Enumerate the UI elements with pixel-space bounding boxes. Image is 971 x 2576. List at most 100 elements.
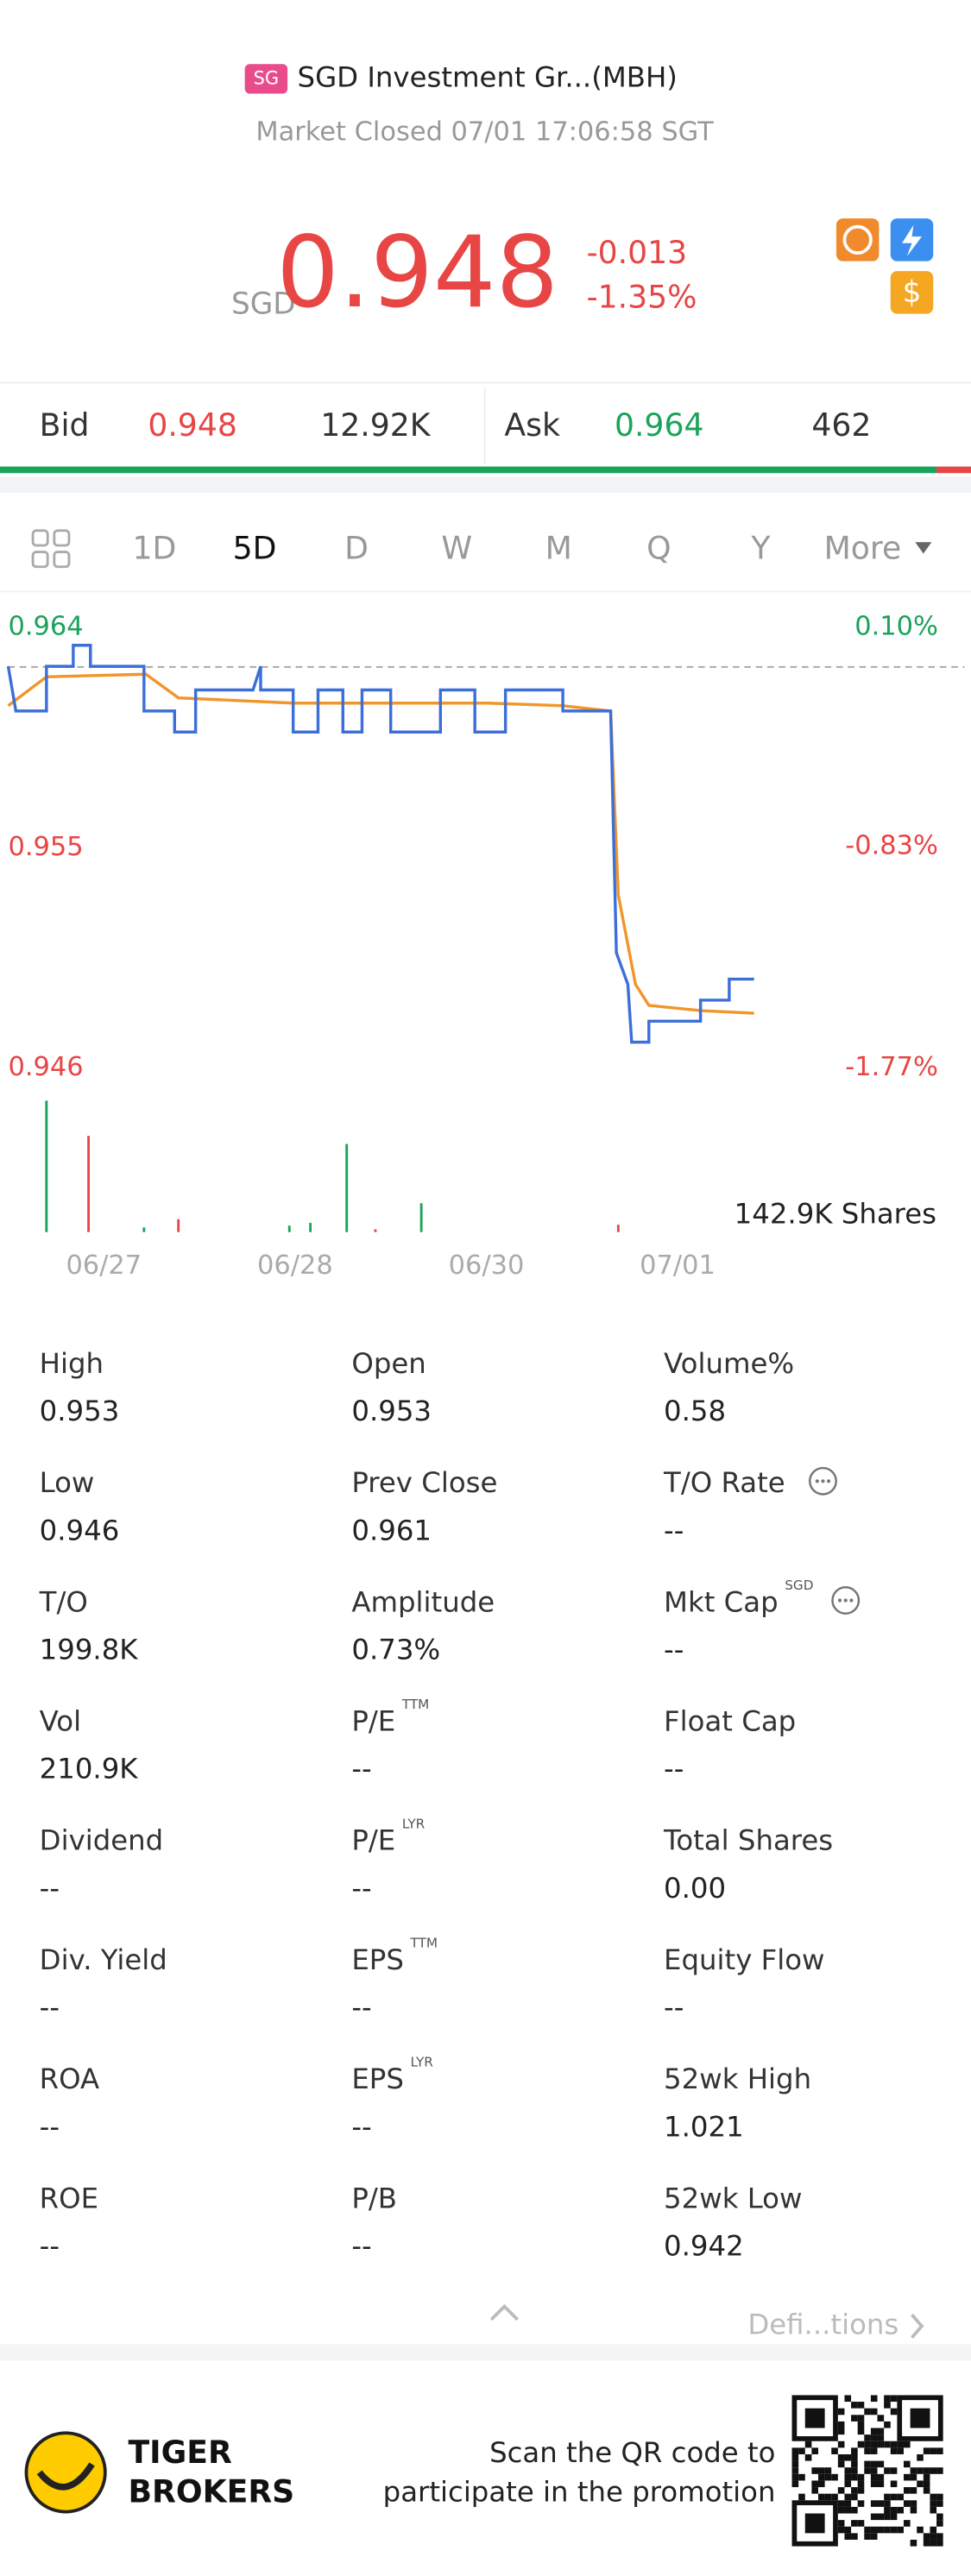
tab[interactable]: D bbox=[344, 530, 369, 567]
stat-value: 0.942 bbox=[664, 2230, 744, 2263]
tab[interactable]: 5D bbox=[233, 530, 277, 567]
stat-value: -- bbox=[40, 1991, 60, 2024]
qr-cell bbox=[884, 2467, 891, 2474]
collapse[interactable] bbox=[489, 2303, 519, 2321]
qr-cell bbox=[917, 2467, 924, 2474]
qr-cell bbox=[798, 2473, 805, 2481]
qr-cell bbox=[844, 2506, 852, 2514]
tab[interactable]: M bbox=[545, 530, 572, 567]
qr-cell bbox=[870, 2395, 878, 2403]
qr-cell bbox=[870, 2434, 878, 2441]
qr-cell bbox=[791, 2460, 799, 2468]
layout-icon[interactable] bbox=[31, 529, 71, 569]
qr-cell bbox=[910, 2500, 917, 2507]
qr-cell bbox=[844, 2395, 852, 2403]
qr-cell bbox=[864, 2467, 871, 2474]
change: -0.013 bbox=[587, 234, 688, 271]
qr-cell bbox=[910, 2473, 917, 2481]
qr-cell bbox=[864, 2408, 871, 2415]
y-tick-label: 0.946 bbox=[9, 1052, 84, 1082]
qr-cell bbox=[923, 2447, 930, 2454]
qr-cell bbox=[857, 2428, 865, 2435]
qr-finder bbox=[910, 2408, 930, 2428]
stat-sup: TTM bbox=[401, 1697, 429, 1712]
stat-label: Equity Flow bbox=[664, 1943, 824, 1976]
info-icon[interactable] bbox=[831, 1586, 861, 1615]
promo: participate in the promotion bbox=[383, 2476, 776, 2509]
volume-bar bbox=[309, 1223, 312, 1232]
qr-code[interactable] bbox=[791, 2395, 943, 2547]
qr-cell bbox=[844, 2500, 852, 2507]
stat-label: 52wk High bbox=[664, 2063, 811, 2095]
tab[interactable]: Y bbox=[750, 530, 771, 567]
qr-cell bbox=[930, 2493, 937, 2501]
icon-glyph bbox=[842, 224, 873, 255]
stat-label: Total Shares bbox=[663, 1824, 833, 1857]
bid-label: Bid bbox=[40, 406, 90, 444]
stat-value: -- bbox=[664, 1633, 684, 1666]
qr-cell bbox=[870, 2513, 878, 2521]
tab[interactable]: 1D bbox=[133, 530, 177, 567]
qr-cell bbox=[870, 2428, 878, 2435]
qr-cell bbox=[903, 2441, 911, 2448]
qr-cell bbox=[903, 2487, 911, 2494]
tab[interactable]: Q bbox=[646, 530, 671, 567]
volume-bar bbox=[45, 1100, 48, 1232]
qr-cell bbox=[851, 2487, 858, 2494]
promo: Scan the QR code to bbox=[489, 2436, 775, 2469]
qr-cell bbox=[890, 2441, 898, 2448]
stat-value: 0.58 bbox=[664, 1395, 726, 1427]
qr-cell bbox=[811, 2480, 818, 2488]
qr-cell bbox=[857, 2520, 865, 2527]
qr-finder bbox=[791, 2500, 838, 2547]
qr-cell bbox=[884, 2513, 891, 2521]
icon[interactable] bbox=[890, 271, 934, 314]
stat-sup: LYR bbox=[411, 2055, 434, 2070]
info-icon[interactable] bbox=[808, 1466, 837, 1496]
stat-label: Mkt Cap bbox=[664, 1585, 779, 1618]
stat-value: -- bbox=[40, 2110, 60, 2143]
tab[interactable]: W bbox=[441, 530, 472, 567]
spacer bbox=[0, 476, 971, 494]
qr-cell bbox=[870, 2460, 878, 2468]
qr-cell bbox=[798, 2447, 805, 2454]
price-line bbox=[7, 672, 754, 1015]
qr-cell bbox=[817, 2467, 825, 2474]
stat-value: 0.961 bbox=[351, 1514, 432, 1546]
icon[interactable] bbox=[835, 218, 880, 261]
qr-cell bbox=[890, 2395, 898, 2403]
x-tick-label: 07/01 bbox=[640, 1250, 716, 1281]
qr-cell bbox=[877, 2460, 885, 2468]
qr-cell bbox=[890, 2408, 898, 2415]
qr-cell bbox=[831, 2493, 838, 2501]
definitions[interactable]: Defi...tions bbox=[747, 2308, 898, 2340]
qr-cell bbox=[870, 2473, 878, 2481]
bid: 0.948 bbox=[148, 406, 237, 444]
price-line bbox=[6, 644, 754, 1044]
stat-value: 0.00 bbox=[664, 1872, 726, 1905]
y2-tick-label: -1.77% bbox=[845, 1052, 938, 1082]
qr-cell bbox=[884, 2493, 891, 2501]
stat-label: Dividend bbox=[40, 1824, 164, 1857]
qr-cell bbox=[811, 2487, 818, 2494]
stat-label: P/E bbox=[351, 1704, 395, 1737]
stat-label: Prev Close bbox=[351, 1466, 497, 1499]
qr-cell bbox=[890, 2447, 898, 2454]
stat-label: Open bbox=[351, 1347, 426, 1380]
qr-cell bbox=[936, 2500, 943, 2507]
qr-cell bbox=[844, 2453, 852, 2461]
qr-cell bbox=[851, 2447, 858, 2454]
qr-cell bbox=[890, 2513, 898, 2521]
info-dot bbox=[815, 1479, 819, 1483]
qr-cell bbox=[844, 2467, 852, 2474]
qr-cell bbox=[864, 2526, 871, 2534]
stat-value: -- bbox=[40, 1872, 60, 1905]
title: SGD Investment Gr...(MBH) bbox=[298, 60, 678, 93]
qr-cell bbox=[890, 2467, 898, 2474]
stat-value: -- bbox=[664, 1991, 684, 2024]
stat-value: 1.021 bbox=[664, 2110, 744, 2143]
qr-cell bbox=[877, 2428, 885, 2435]
qr-cell bbox=[804, 2453, 812, 2461]
qr-cell bbox=[837, 2441, 845, 2448]
tab[interactable]: More bbox=[824, 530, 902, 567]
